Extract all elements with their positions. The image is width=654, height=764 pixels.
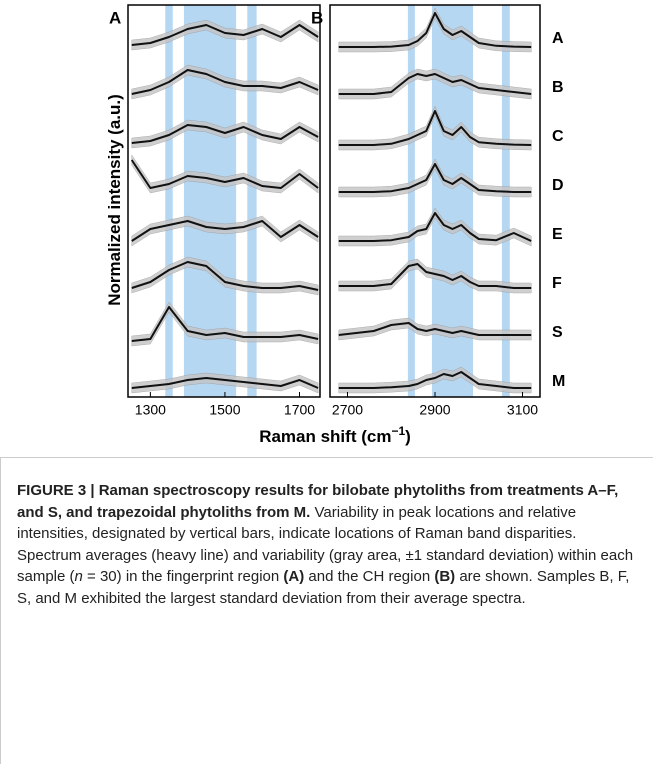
page: {"chart_data": [ {"type": "line", "panel… xyxy=(0,4,653,764)
panel-frame xyxy=(127,4,321,398)
sd-band xyxy=(131,154,319,194)
spectrum-line xyxy=(338,322,532,336)
spectrum-line xyxy=(130,159,319,189)
spectrum-line xyxy=(338,12,532,48)
x-axis-label-main: Raman shift (cm xyxy=(259,427,391,446)
spectrum-line xyxy=(338,110,532,146)
caption-run: and the CH region xyxy=(304,568,435,585)
sd-band xyxy=(338,207,532,247)
spectrum-line xyxy=(131,124,319,144)
sd-band xyxy=(338,7,532,53)
panel-label: B xyxy=(311,8,323,27)
caption-run: Variability in peak locations and relati… xyxy=(17,503,634,586)
sd-band xyxy=(131,119,319,149)
spectrum-line xyxy=(338,263,532,289)
band xyxy=(407,5,415,397)
figure: Normalized intensity (a.u.) Raman shift … xyxy=(105,4,565,446)
spectrum-line xyxy=(131,220,319,242)
caption: FIGURE 3 | Raman spectroscopy results fo… xyxy=(0,457,653,764)
x-tick-label: 1700 xyxy=(284,402,315,418)
x-axis-label: Raman shift (cm−1) xyxy=(259,424,411,446)
caption-run: are shown. Samples B, F, S, and M exhibi… xyxy=(17,568,630,607)
spectrum-line xyxy=(338,371,532,389)
sample-label: C xyxy=(552,128,564,145)
sd-band xyxy=(131,301,319,347)
spectrum-line xyxy=(338,212,532,242)
sample-label: M xyxy=(552,373,565,390)
caption-run: (B) xyxy=(434,568,456,585)
caption-run: (A) xyxy=(283,568,305,585)
band xyxy=(165,5,173,397)
x-tick-label: 3100 xyxy=(507,402,538,418)
plot-area xyxy=(338,5,532,397)
spectrum-line xyxy=(131,24,319,46)
sample-label: B xyxy=(552,79,564,96)
sample-label: E xyxy=(552,226,563,243)
caption-run: n xyxy=(74,568,83,585)
sample-label: F xyxy=(552,275,562,292)
spectrum-line xyxy=(338,73,532,95)
caption-run: = 30) in the fingerprint region xyxy=(82,568,284,585)
sample-label: D xyxy=(552,177,564,194)
spectrum-line xyxy=(131,69,319,95)
sample-label: S xyxy=(552,324,563,341)
sample-label: A xyxy=(552,30,564,47)
band xyxy=(247,5,257,397)
sd-band xyxy=(338,105,532,151)
panel-label: A xyxy=(109,8,121,27)
y-axis-label: Normalized intensity (a.u.) xyxy=(105,94,124,306)
spectrum-line xyxy=(131,306,319,342)
sd-band xyxy=(131,372,319,394)
x-axis-label-end: ) xyxy=(405,427,411,446)
caption-run: FIGURE 3 | Raman spectroscopy results fo… xyxy=(17,482,619,521)
x-tick-label: 1300 xyxy=(135,402,166,418)
x-axis-label-sup: −1 xyxy=(391,424,405,438)
x-tick-label: 1500 xyxy=(209,402,240,418)
sd-band xyxy=(131,19,319,51)
plot-area xyxy=(130,5,319,397)
spectrum-line xyxy=(131,377,319,389)
band xyxy=(501,5,510,397)
spectrum-line xyxy=(338,163,532,193)
spectrum-line xyxy=(131,261,319,291)
x-tick-label: 2900 xyxy=(419,402,450,418)
sd-band xyxy=(338,158,532,198)
x-tick-label: 2700 xyxy=(332,402,363,418)
